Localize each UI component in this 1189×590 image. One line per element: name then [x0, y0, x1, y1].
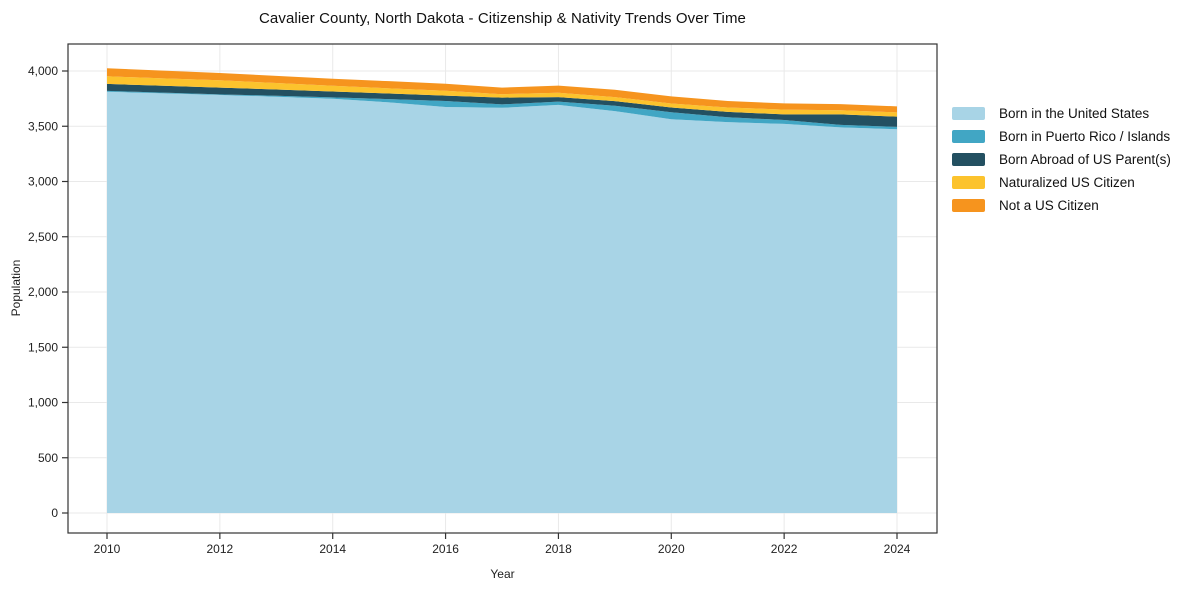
- x-tick-label: 2012: [207, 542, 234, 556]
- y-tick-label: 0: [51, 506, 58, 520]
- legend-swatch: [952, 153, 985, 166]
- x-tick-label: 2014: [319, 542, 346, 556]
- legend-label: Born Abroad of US Parent(s): [999, 152, 1171, 167]
- x-tick-label: 2024: [884, 542, 911, 556]
- legend-swatch: [952, 199, 985, 212]
- area-born-abroad-of-us-parent-s: [107, 83, 897, 127]
- chart-title: Cavalier County, North Dakota - Citizens…: [259, 10, 746, 27]
- legend-item: Born in Puerto Rico / Islands: [952, 129, 1171, 144]
- legend-item: Born in the United States: [952, 106, 1171, 121]
- legend-swatch: [952, 107, 985, 120]
- legend-label: Born in Puerto Rico / Islands: [999, 129, 1171, 144]
- plot-frame: [67, 43, 938, 534]
- area-not-a-us-citizen: [107, 68, 897, 113]
- y-tick-label: 1,500: [28, 340, 58, 354]
- x-tick-label: 2020: [658, 542, 685, 556]
- x-axis-label: Year: [490, 567, 515, 581]
- area-born-in-puerto-rico-islands: [107, 90, 897, 130]
- y-tick-label: 4,000: [28, 64, 58, 78]
- y-tick-label: 3,000: [28, 175, 58, 189]
- legend-swatch: [952, 130, 985, 143]
- legend-item: Born Abroad of US Parent(s): [952, 152, 1171, 167]
- y-axis-label: Population: [9, 259, 23, 317]
- area-naturalized-us-citizen: [107, 76, 897, 117]
- legend-item: Naturalized US Citizen: [952, 175, 1171, 190]
- legend-item: Not a US Citizen: [952, 198, 1171, 213]
- x-tick-label: 2022: [771, 542, 798, 556]
- y-tick-label: 3,500: [28, 119, 58, 133]
- y-tick-label: 2,500: [28, 230, 58, 244]
- y-tick-label: 1,000: [28, 396, 58, 410]
- area-born-in-the-united-states: [107, 91, 897, 514]
- legend-swatch: [952, 176, 985, 189]
- legend-label: Naturalized US Citizen: [999, 175, 1135, 190]
- x-tick-label: 2016: [432, 542, 459, 556]
- x-tick-label: 2010: [94, 542, 121, 556]
- y-tick-label: 2,000: [28, 285, 58, 299]
- legend-label: Not a US Citizen: [999, 198, 1099, 213]
- x-tick-label: 2018: [545, 542, 572, 556]
- legend: Born in the United States Born in Puerto …: [952, 106, 1171, 221]
- y-tick-label: 500: [38, 451, 58, 465]
- legend-label: Born in the United States: [999, 106, 1150, 121]
